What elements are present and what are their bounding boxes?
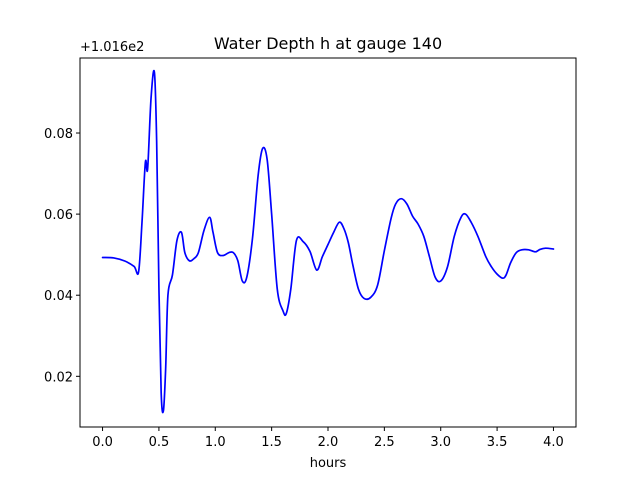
x-tick-label: 1.5 (261, 435, 282, 450)
x-tick-label: 0.0 (92, 435, 113, 450)
chart-title: Water Depth h at gauge 140 (214, 34, 442, 53)
x-tick-label: 3.5 (487, 435, 508, 450)
y-tick-label: 0.02 (44, 370, 73, 385)
x-tick-label: 0.5 (149, 435, 170, 450)
x-axis-label: hours (310, 456, 347, 471)
x-axis: 0.0 0.5 1.0 1.5 2.0 2.5 3.0 3.5 4.0 (92, 427, 564, 450)
y-tick-label: 0.06 (44, 208, 73, 223)
y-tick-label: 0.04 (44, 289, 73, 304)
y-axis: 0.02 0.04 0.06 0.08 (44, 127, 80, 385)
x-tick-label: 2.5 (374, 435, 395, 450)
y-tick-label: 0.08 (44, 127, 73, 142)
y-axis-offset-label: +1.016e2 (80, 40, 144, 55)
x-tick-label: 3.0 (430, 435, 451, 450)
x-tick-label: 2.0 (318, 435, 339, 450)
series-line-0 (101, 69, 555, 414)
x-tick-label: 4.0 (543, 435, 564, 450)
x-tick-label: 1.0 (205, 435, 226, 450)
plot-frame (79, 57, 577, 428)
series-layer (101, 69, 555, 414)
